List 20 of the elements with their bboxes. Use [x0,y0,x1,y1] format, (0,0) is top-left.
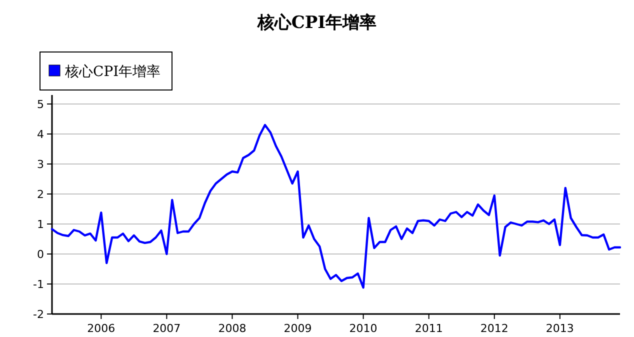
y-tick-label: 0 [37,248,44,261]
line-series [50,124,622,289]
x-tick-label: 2011 [414,322,443,335]
chart-title: 核心CPI年增率 [256,13,377,33]
x-tick-label: 2013 [546,322,574,335]
y-tick-label: 4 [37,128,44,141]
x-tick-label: 2006 [87,322,116,335]
x-tick-label: 2012 [480,322,508,335]
y-tick-label: 2 [37,188,44,201]
legend: 核心CPI年增率 [40,52,172,90]
x-tick-label: 2007 [152,322,181,335]
legend-label: 核心CPI年增率 [64,64,161,80]
y-tick-label: -1 [33,278,44,291]
x-tick-label: 2010 [349,322,378,335]
y-tick-label: 3 [37,158,44,171]
y-tick-label: 5 [37,98,44,111]
x-tick-label: 2008 [218,322,246,335]
y-tick-label: 1 [37,218,44,231]
y-tick-label: -2 [33,308,44,321]
x-tick-label: 2009 [284,322,312,335]
